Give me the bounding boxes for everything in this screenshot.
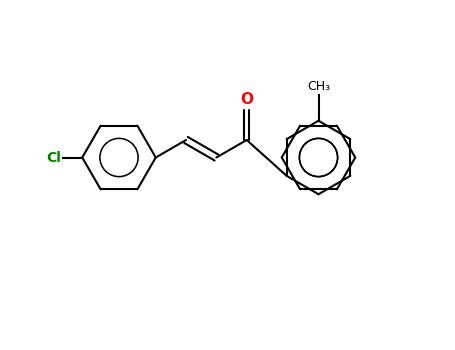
Text: Cl: Cl — [46, 150, 61, 164]
Text: CH₃: CH₃ — [307, 80, 330, 93]
Text: O: O — [240, 92, 253, 107]
